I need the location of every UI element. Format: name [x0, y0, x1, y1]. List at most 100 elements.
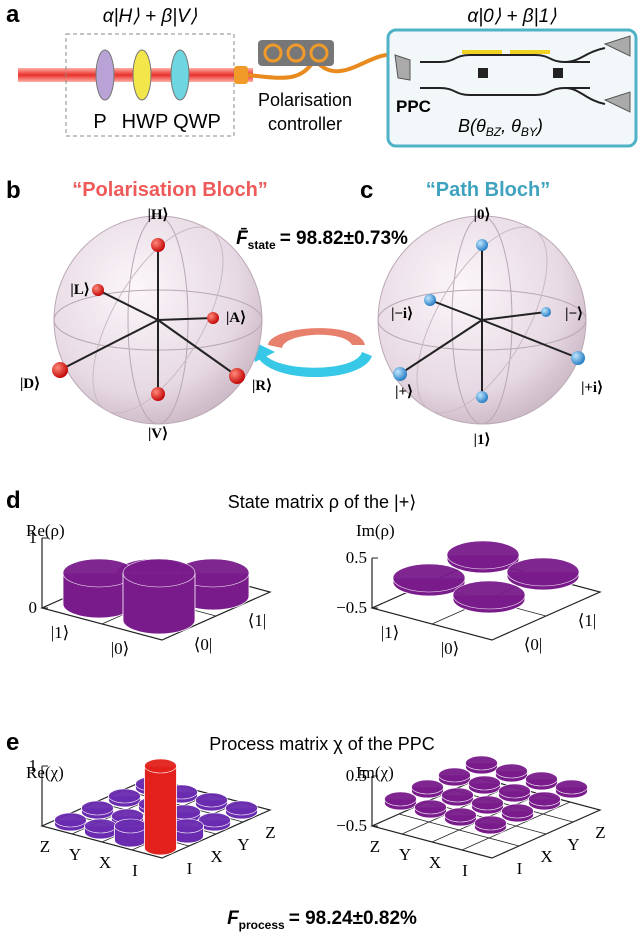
fiber-coupler	[234, 66, 248, 84]
col-label: ⟨0|	[524, 635, 543, 654]
state-label: |+i⟩	[581, 380, 603, 396]
fiber-loop	[309, 43, 329, 63]
row-label: Z	[40, 837, 50, 856]
row-label: Z	[370, 837, 380, 856]
state-point	[393, 367, 407, 381]
z-tick-label: 1	[29, 528, 38, 547]
state-label: |V⟩	[148, 426, 168, 442]
bar-top	[384, 791, 417, 807]
bar-top	[411, 779, 444, 795]
element-label: P	[93, 111, 106, 133]
bloch-axis	[59, 319, 159, 371]
col-label: ⟨1|	[248, 611, 267, 630]
element-label: QWP	[173, 111, 221, 133]
bar-top	[446, 540, 520, 570]
bar-top	[498, 783, 531, 799]
state-label: |1⟩	[474, 432, 491, 448]
panel-label: e	[6, 729, 19, 756]
row-label: X	[429, 853, 441, 872]
state-label: |A⟩	[226, 310, 246, 326]
bar-top	[84, 818, 117, 834]
state-label: |−⟩	[565, 306, 583, 322]
bar-top	[198, 812, 231, 828]
quarter-wave-plate	[170, 49, 190, 101]
col-label: X	[540, 847, 552, 866]
bar-top	[392, 563, 466, 593]
waveplate-box	[65, 33, 235, 137]
subscript: state	[248, 238, 276, 252]
state-point	[52, 362, 68, 378]
panel-title: “Path Bloch”	[426, 179, 550, 201]
plot-name: Re(χ)	[26, 763, 64, 782]
bar-top	[501, 803, 534, 819]
fiber-loop	[286, 43, 306, 63]
state-label: |−i⟩	[391, 306, 413, 322]
output-state: α|0⟩ + β|1⟩	[467, 6, 557, 27]
subscript: BY	[521, 125, 538, 139]
row-label: Y	[399, 845, 411, 864]
bloch-axis	[481, 319, 579, 359]
bloch-axis	[157, 317, 214, 321]
z-tick-label: −0.5	[336, 598, 367, 617]
state-label: |R⟩	[252, 378, 272, 394]
panel-label: c	[360, 177, 373, 204]
subscript: BZ	[486, 125, 502, 139]
subscript: process	[239, 918, 285, 932]
bar-top	[465, 755, 498, 771]
floor-grid	[461, 801, 571, 851]
plot-name: Im(ρ)	[356, 521, 395, 540]
row-label: |1⟩	[381, 623, 400, 642]
row-label: |1⟩	[51, 623, 70, 642]
heater	[510, 50, 550, 54]
panel-label: a	[6, 1, 20, 28]
fidelity-process: Fprocess = 98.24±0.82%	[227, 908, 417, 932]
state-label: |L⟩	[70, 282, 89, 298]
bloch-axis	[429, 299, 483, 321]
col-label: Y	[237, 835, 249, 854]
bar-top	[144, 758, 177, 774]
heater	[462, 50, 502, 54]
bar-top	[81, 800, 114, 816]
coupler	[478, 68, 488, 78]
text: , θ	[501, 116, 521, 136]
input-fiber-array	[394, 54, 411, 81]
panel-title: Process matrix χ of the PPC	[209, 734, 435, 754]
bloch-axis	[157, 319, 238, 377]
col-label: ⟨0|	[194, 635, 213, 654]
coupler	[553, 68, 563, 78]
bar-top	[114, 818, 147, 834]
col-label: ⟨1|	[578, 611, 597, 630]
waveguides	[420, 47, 606, 105]
bar	[144, 765, 177, 856]
bloch-axis	[399, 319, 483, 375]
sphere-grid	[416, 226, 548, 414]
bar-top	[108, 788, 141, 804]
state-point	[151, 238, 165, 252]
bar-top	[195, 792, 228, 808]
panel-label: b	[6, 177, 21, 204]
state-point	[229, 368, 245, 384]
bar-top	[441, 787, 474, 803]
sphere-grid	[451, 215, 513, 425]
polariser	[95, 49, 115, 101]
state-point	[207, 312, 219, 324]
bar-top	[225, 800, 258, 816]
panel-title: “Polarisation Bloch”	[72, 179, 268, 201]
z-tick-label: −0.5	[336, 816, 367, 835]
state-point	[92, 284, 104, 296]
state-point	[571, 351, 585, 365]
plot-name: Re(ρ)	[26, 521, 65, 540]
col-label: Y	[567, 835, 579, 854]
panel-title: State matrix ρ of the |+⟩	[228, 492, 417, 512]
text: B(θ	[458, 116, 486, 136]
half-wave-plate	[132, 49, 152, 101]
bar-top	[452, 580, 526, 610]
state-point	[476, 391, 488, 403]
row-label: |0⟩	[441, 639, 460, 658]
element-label: HWP	[122, 111, 169, 133]
col-label: X	[210, 847, 222, 866]
bar-top	[54, 812, 87, 828]
col-label: Z	[265, 823, 275, 842]
output-fibers	[603, 35, 631, 113]
text: )	[535, 116, 543, 136]
